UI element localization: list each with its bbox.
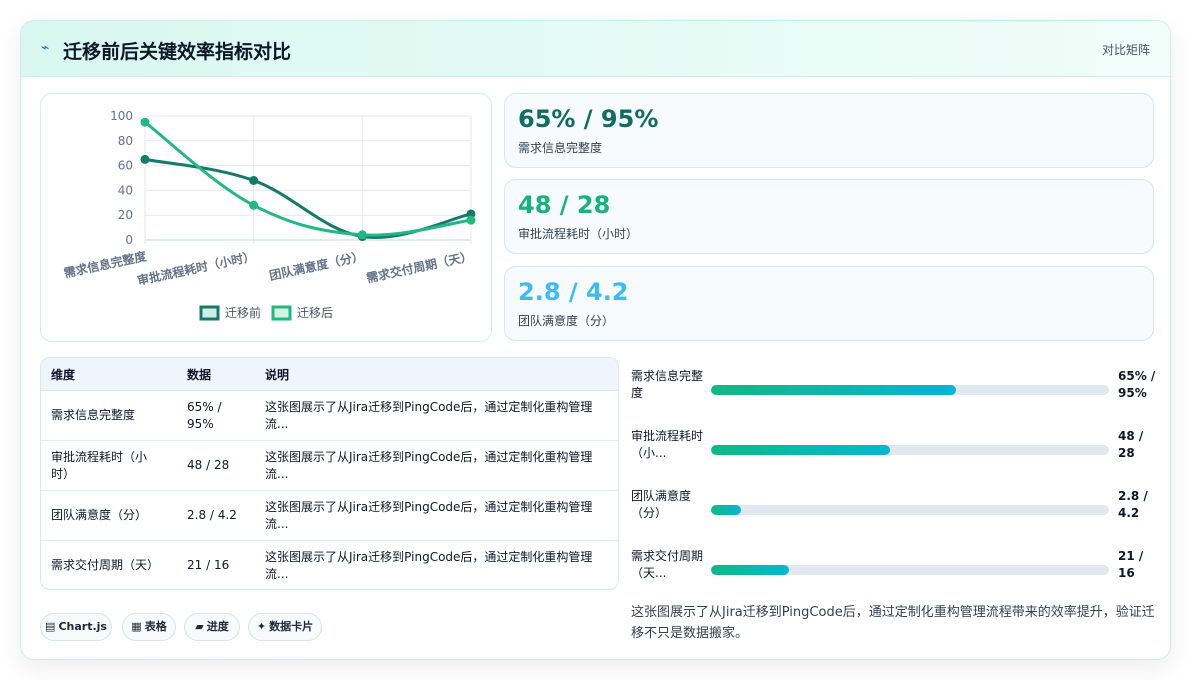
sparkle-icon: ✦ — [256, 620, 267, 633]
x-tick-label: 团队满意度（分） — [268, 248, 365, 283]
progress-track — [711, 385, 1109, 395]
data-point — [140, 154, 150, 164]
data-point — [249, 175, 259, 185]
kpi-value: 65% / 95% — [518, 105, 659, 133]
progress-label: 团队满意度（分） — [631, 489, 692, 520]
table-header: 维度 数据 说明 — [41, 358, 618, 391]
cell-data: 48 / 28 — [187, 458, 230, 472]
table-row: 审批流程耗时（小时） 48 / 28 这张图展示了从Jira迁移到PingCod… — [41, 441, 618, 491]
cell-description: 这张图展示了从Jira迁移到PingCode后，通过定制化重构管理流... — [265, 450, 593, 481]
progress-icon: ▰ — [195, 620, 204, 633]
series-line-after — [144, 121, 472, 237]
y-tick-label: 80 — [118, 134, 133, 148]
progress-row: 需求信息完整度 65% / 95% — [629, 368, 1159, 412]
progress-row: 团队满意度（分） 2.8 / 4.2 — [629, 488, 1159, 532]
cell-data: 2.8 / 4.2 — [187, 508, 237, 522]
column-header-data: 数据 — [187, 368, 212, 382]
kpi-card-completeness: 65% / 95% 需求信息完整度 — [504, 93, 1154, 168]
table-row: 需求交付周期（天） 21 / 16 这张图展示了从Jira迁移到PingCode… — [41, 541, 618, 589]
chart-icon: ▤ — [45, 620, 56, 633]
cell-dimension: 团队满意度（分） — [51, 508, 148, 522]
progress-fill — [711, 505, 741, 515]
table-icon: ▦ — [131, 620, 142, 633]
y-tick-label: 20 — [118, 208, 133, 222]
kpi-label: 团队满意度（分） — [518, 314, 615, 328]
kpi-label: 审批流程耗时（小时） — [518, 227, 639, 241]
progress-track — [711, 445, 1109, 455]
y-tick-label: 60 — [118, 159, 133, 173]
table-row: 需求信息完整度 65% / 95% 这张图展示了从Jira迁移到PingCode… — [41, 391, 618, 441]
table-row: 团队满意度（分） 2.8 / 4.2 这张图展示了从Jira迁移到PingCod… — [41, 491, 618, 541]
progress-list: 需求信息完整度 65% / 95% 审批流程耗时（小... 48 / 28 团队… — [629, 361, 1159, 601]
panel-header: ⌁ 迁移前后关键效率指标对比 对比矩阵 — [21, 21, 1170, 77]
page-title: 迁移前后关键效率指标对比 — [63, 41, 292, 63]
progress-track — [711, 565, 1109, 575]
y-tick-label: 0 — [125, 233, 133, 247]
chip-label: Chart.js — [58, 620, 107, 633]
cell-description: 这张图展示了从Jira迁移到PingCode后，通过定制化重构管理流... — [265, 550, 593, 581]
progress-label: 需求交付周期（天... — [631, 549, 704, 580]
kpi-card-approval: 48 / 28 审批流程耗时（小时） — [504, 179, 1154, 254]
x-tick-label: 需求交付周期（天） — [365, 248, 474, 285]
data-point — [466, 215, 476, 225]
progress-fill — [711, 385, 956, 395]
line-chart-card: 0 20 40 60 80 100 需求信息完整度 审批流程耗时（小时） 团队满意度（分） 需求交… — [40, 93, 492, 342]
chip-table[interactable]: ▦ 表格 — [122, 613, 176, 641]
legend-swatch — [271, 305, 292, 321]
x-tick-label: 审批流程耗时（小时） — [136, 248, 257, 288]
data-point — [357, 230, 367, 240]
dashboard-panel: ⌁ 迁移前后关键效率指标对比 对比矩阵 0 20 40 60 80 100 需求信息完整度审… — [20, 20, 1171, 660]
data-table: 维度 数据 说明 需求信息完整度 65% / 95% 这张图展示了从Jira迁移… — [40, 357, 619, 590]
legend-swatch — [199, 305, 220, 321]
cell-dimension: 需求信息完整度 — [51, 408, 136, 422]
progress-label: 需求信息完整度 — [631, 369, 704, 400]
kpi-card-satisfaction: 2.8 / 4.2 团队满意度（分） — [504, 266, 1154, 341]
cell-description: 这张图展示了从Jira迁移到PingCode后，通过定制化重构管理流... — [265, 500, 593, 531]
data-point — [249, 200, 259, 210]
progress-track — [711, 505, 1109, 515]
progress-row: 需求交付周期（天... 21 / 16 — [629, 548, 1159, 592]
summary-note: 这张图展示了从Jira迁移到PingCode后，通过定制化重构管理流程带来的效率… — [631, 605, 1155, 641]
chip-data-card[interactable]: ✦ 数据卡片 — [248, 613, 322, 641]
progress-value: 65% / 95% — [1118, 369, 1156, 400]
kpi-value: 2.8 / 4.2 — [518, 278, 629, 306]
cell-description: 这张图展示了从Jira迁移到PingCode后，通过定制化重构管理流... — [265, 400, 593, 431]
legend-label: 迁移前 — [225, 305, 261, 320]
progress-value: 2.8 / 4.2 — [1118, 489, 1148, 520]
chip-chartjs[interactable]: ▤ Chart.js — [40, 613, 112, 641]
pulse-icon: ⌁ — [41, 40, 50, 56]
progress-fill — [711, 445, 891, 455]
chip-label: 进度 — [206, 620, 229, 633]
kpi-value: 48 / 28 — [518, 191, 611, 219]
chip-label: 数据卡片 — [269, 620, 314, 633]
progress-value: 48 / 28 — [1118, 429, 1144, 460]
kpi-label: 需求信息完整度 — [518, 141, 603, 155]
y-tick-label: 100 — [110, 109, 133, 123]
chip-label: 表格 — [144, 620, 167, 633]
column-header-description: 说明 — [265, 368, 290, 382]
cell-dimension: 审批流程耗时（小时） — [51, 450, 148, 481]
progress-fill — [711, 565, 789, 575]
cell-dimension: 需求交付周期（天） — [51, 558, 160, 572]
y-tick-label: 40 — [118, 183, 133, 197]
progress-label: 审批流程耗时（小... — [631, 429, 704, 460]
view-mode-label[interactable]: 对比矩阵 — [1101, 43, 1150, 57]
data-point — [140, 117, 150, 127]
chip-progress[interactable]: ▰ 进度 — [184, 613, 240, 641]
column-header-dimension: 维度 — [51, 368, 76, 382]
legend-label: 迁移后 — [297, 306, 333, 320]
progress-row: 审批流程耗时（小... 48 / 28 — [629, 428, 1159, 472]
progress-value: 21 / 16 — [1118, 549, 1144, 580]
cell-data: 21 / 16 — [187, 558, 230, 572]
cell-data: 65% / 95% — [187, 400, 222, 431]
